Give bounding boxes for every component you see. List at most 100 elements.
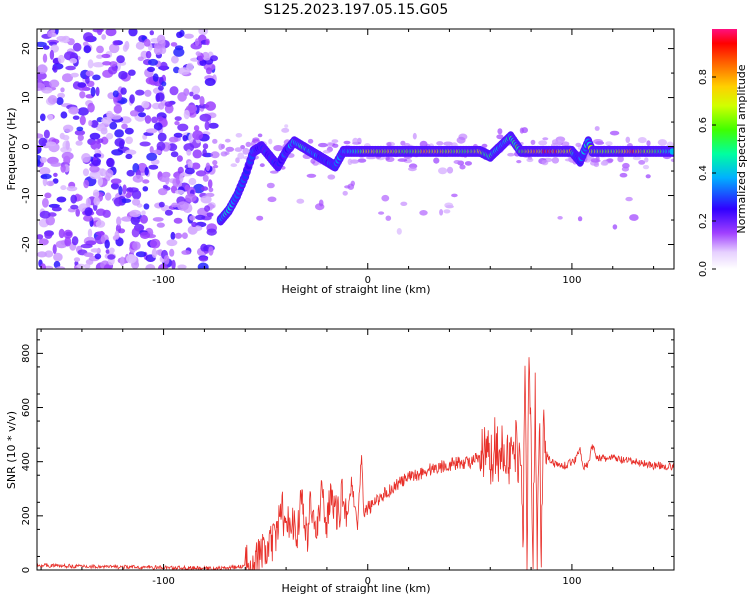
noise-speckle [125, 254, 137, 264]
noise-speckle [113, 96, 118, 103]
noise-speckle [90, 86, 96, 97]
noise-speckle [148, 164, 159, 170]
ridge-halo [212, 160, 218, 166]
ridge-halo [541, 159, 549, 166]
noise-speckle [191, 162, 201, 170]
colorbar-gradient [712, 29, 737, 269]
noise-speckle [134, 105, 145, 113]
y-tick-label: 20 [21, 42, 32, 55]
noise-speckle [197, 262, 209, 269]
ridge-halo [322, 149, 331, 154]
noise-speckle [57, 54, 65, 64]
noise-speckle [188, 133, 194, 143]
noise-speckle [109, 247, 115, 254]
noise-speckle [83, 179, 90, 189]
colorbar-tick-label: 0.0 [698, 261, 709, 277]
ridge-halo [444, 202, 454, 208]
noise-speckle [111, 149, 124, 156]
ridge-halo [242, 147, 250, 155]
noise-speckle [37, 41, 47, 48]
noise-speckle [40, 113, 46, 122]
noise-speckle [65, 65, 76, 71]
noise-speckle [183, 143, 195, 152]
y-tick-label: 800 [21, 344, 32, 363]
noise-speckle [156, 116, 164, 122]
noise-speckle [75, 208, 80, 217]
noise-speckle [39, 167, 51, 176]
ridge-halo [526, 157, 534, 163]
ridge-halo [267, 196, 277, 203]
noise-speckle [51, 206, 62, 212]
noise-speckle [37, 64, 48, 74]
noise-speckle [129, 209, 142, 218]
noise-speckle [176, 155, 183, 162]
noise-speckle [42, 53, 48, 63]
noise-speckle [158, 85, 164, 91]
noise-speckle [37, 133, 44, 139]
ridge-halo [357, 158, 367, 163]
noise-speckle [44, 192, 52, 199]
noise-speckle [192, 149, 203, 159]
noise-speckle [143, 38, 151, 47]
noise-speckle [164, 209, 173, 216]
ridge-halo [225, 146, 235, 152]
noise-speckle [158, 102, 165, 110]
noise-speckle [90, 248, 100, 253]
ridge-halo [366, 156, 376, 160]
noise-speckle [89, 165, 100, 173]
noise-speckle [107, 254, 116, 260]
noise-speckle [174, 116, 182, 121]
noise-speckle [205, 101, 217, 111]
noise-speckle [116, 55, 125, 64]
noise-speckle [87, 228, 93, 238]
ridge-halo [593, 139, 603, 144]
y-tick-label: 400 [21, 452, 32, 471]
noise-speckle [53, 260, 61, 269]
ridge-halo [269, 170, 279, 174]
noise-speckle [102, 61, 112, 66]
noise-speckle [169, 248, 175, 257]
noise-speckle [84, 263, 91, 269]
noise-speckle [90, 120, 99, 128]
ridge-halo [218, 143, 224, 151]
noise-speckle [104, 239, 110, 249]
ridge-halo [560, 141, 570, 147]
noise-speckle [109, 121, 118, 130]
noise-speckle [75, 140, 83, 146]
noise-speckle [39, 210, 51, 219]
noise-speckle [93, 153, 102, 158]
noise-speckle [181, 250, 191, 255]
noise-speckle [53, 252, 63, 262]
noise-speckle [56, 36, 67, 41]
ridge-halo [220, 151, 228, 157]
noise-speckle [158, 188, 168, 196]
noise-speckle [142, 179, 150, 184]
noise-speckle [203, 55, 211, 61]
noise-speckle [151, 116, 158, 124]
noise-speckle [157, 132, 167, 142]
noise-speckle [202, 143, 209, 150]
noise-speckle [70, 72, 79, 78]
noise-speckle [174, 121, 180, 126]
noise-speckle [38, 137, 48, 147]
noise-speckle [108, 65, 118, 75]
noise-speckle [45, 141, 57, 147]
ridge-halo [577, 216, 583, 222]
noise-speckle [135, 89, 145, 96]
snr-xlabel: Height of straight line (km) [281, 582, 430, 595]
noise-speckle [198, 29, 209, 36]
noise-speckle [145, 128, 158, 134]
ridge-halo [591, 157, 599, 163]
noise-speckle [183, 109, 190, 120]
noise-speckle [85, 76, 90, 84]
colorbar-tick-label: 0.2 [698, 213, 709, 229]
noise-speckle [77, 107, 89, 116]
ridge-halo [385, 215, 392, 221]
ridge-halo [281, 127, 290, 133]
noise-speckle [81, 153, 91, 163]
noise-speckle [128, 69, 136, 76]
noise-speckle [143, 203, 150, 210]
ridge-halo [629, 214, 639, 221]
noise-speckle [152, 73, 159, 82]
